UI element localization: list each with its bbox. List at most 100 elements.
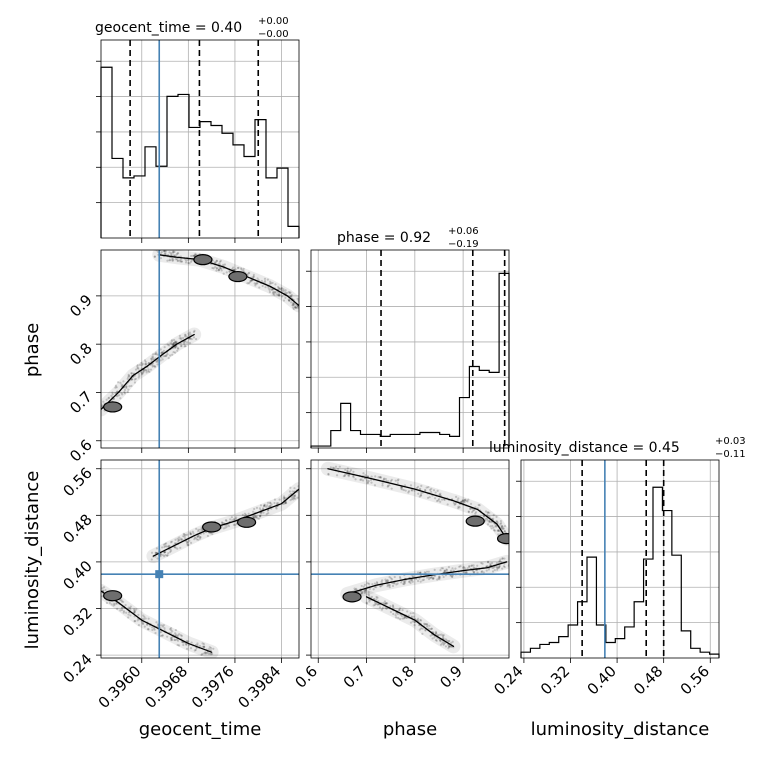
- sample-point: [274, 283, 277, 286]
- sample-point: [186, 541, 189, 544]
- sample-point: [403, 582, 407, 585]
- sample-point: [174, 632, 177, 635]
- sample-point: [183, 345, 186, 348]
- sample-point: [171, 259, 174, 263]
- sample-point: [352, 476, 355, 479]
- sample-point: [184, 261, 188, 264]
- sample-point: [156, 363, 159, 366]
- sample-point: [442, 575, 445, 579]
- sample-point: [102, 400, 105, 403]
- sample-point: [468, 564, 471, 568]
- sample-point: [204, 651, 207, 654]
- sample-point: [185, 639, 188, 643]
- sample-point: [499, 558, 502, 561]
- sample-point: [272, 292, 275, 296]
- sample-point: [409, 484, 413, 487]
- sample-point: [189, 647, 193, 650]
- sample-point: [127, 374, 130, 377]
- sample-point: [292, 497, 296, 500]
- sample-point: [344, 468, 347, 471]
- sample-point: [239, 267, 243, 270]
- sample-point: [180, 538, 183, 542]
- sample-point: [425, 570, 429, 573]
- sample-point: [144, 617, 147, 620]
- sample-point: [154, 551, 157, 554]
- sample-point: [363, 589, 366, 592]
- sample-point: [217, 268, 221, 271]
- sample-point: [259, 504, 263, 507]
- sample-point: [191, 530, 194, 533]
- sample-point: [438, 577, 441, 580]
- sample-point: [153, 255, 156, 258]
- sample-point: [373, 585, 377, 589]
- sample-point: [486, 519, 489, 522]
- sample-point: [346, 473, 349, 476]
- sample-point: [398, 609, 401, 612]
- density-band: [101, 327, 202, 417]
- y-tick-label: 0.8: [66, 339, 96, 369]
- sample-point: [443, 569, 446, 572]
- sample-point: [290, 295, 293, 298]
- sample-point: [448, 645, 451, 648]
- sample-point: [487, 561, 490, 564]
- sample-point: [431, 637, 434, 640]
- sample-point: [134, 619, 137, 623]
- contour-line: [101, 333, 195, 411]
- sample-point: [137, 623, 141, 627]
- sample-point: [279, 287, 282, 290]
- sample-point: [172, 258, 175, 261]
- sample-point: [289, 295, 292, 298]
- sample-point: [385, 607, 388, 610]
- sample-point: [252, 275, 255, 278]
- sample-point: [439, 500, 442, 503]
- sample-point: [441, 642, 444, 645]
- sample-point: [424, 629, 427, 632]
- sample-point: [189, 260, 193, 263]
- sample-point: [438, 576, 442, 579]
- sample-point: [162, 543, 166, 546]
- sample-point: [127, 388, 130, 391]
- sample-point: [263, 504, 266, 507]
- sample-point: [110, 603, 113, 606]
- sample-point: [393, 575, 396, 579]
- contour-core: [496, 533, 509, 545]
- sample-point: [130, 378, 133, 381]
- sample-point: [214, 261, 217, 264]
- sample-point: [402, 488, 405, 492]
- sample-point: [122, 600, 125, 603]
- sample-point: [486, 511, 489, 514]
- sample-point: [425, 625, 429, 628]
- sample-point: [181, 538, 184, 541]
- sample-point: [284, 291, 287, 294]
- sample-point: [490, 562, 494, 565]
- sample-point: [175, 633, 178, 636]
- sample-point: [199, 528, 202, 531]
- sample-point: [496, 567, 499, 570]
- sample-point: [269, 502, 272, 505]
- sample-point: [421, 579, 424, 582]
- sample-point: [385, 580, 388, 583]
- sample-point: [133, 610, 136, 614]
- sample-point: [217, 262, 220, 265]
- sample-point: [346, 470, 349, 473]
- sample-point: [186, 258, 189, 261]
- sample-point: [376, 596, 379, 599]
- sample-point: [502, 527, 505, 530]
- sample-point: [183, 342, 186, 346]
- sample-point: [366, 482, 369, 485]
- sample-point: [288, 291, 291, 295]
- sample-point: [274, 291, 277, 294]
- sample-point: [503, 566, 506, 569]
- y-tick-label: 0.9: [66, 291, 96, 321]
- sample-point: [273, 293, 276, 296]
- sample-point: [172, 343, 175, 346]
- sample-point: [266, 501, 270, 504]
- sample-point: [120, 608, 124, 612]
- sample-point: [137, 613, 140, 616]
- sample-point: [200, 653, 203, 656]
- sample-point: [327, 473, 330, 476]
- sample-point: [187, 261, 190, 265]
- sample-point: [197, 538, 200, 541]
- sample-point: [443, 498, 446, 501]
- sample-point: [416, 485, 420, 488]
